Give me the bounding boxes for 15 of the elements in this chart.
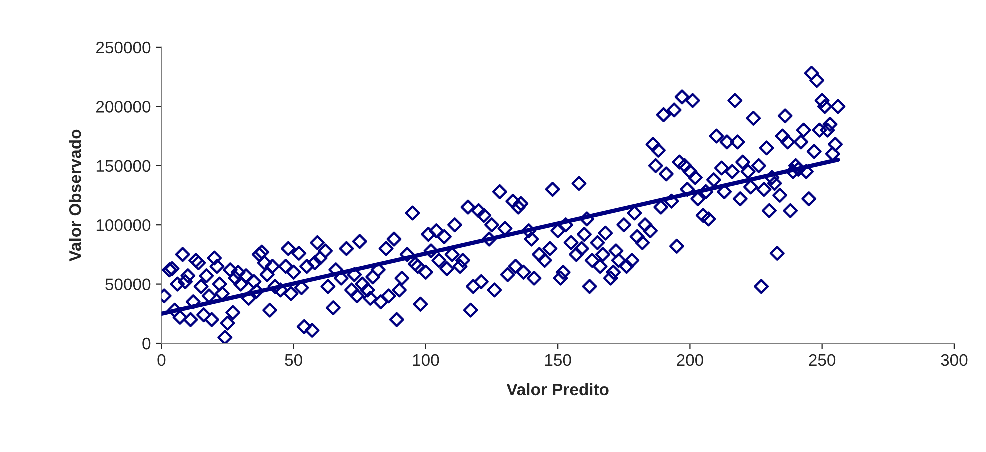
- y-tick-label: 250000: [96, 42, 151, 54]
- x-tick-label: 50: [285, 354, 302, 366]
- x-tick-label: 0: [158, 354, 166, 366]
- x-tick-label: 100: [413, 354, 440, 366]
- y-tick-label: 100000: [96, 219, 151, 232]
- x-tick-label: 150: [545, 354, 572, 366]
- y-tick-label: 0: [142, 338, 151, 350]
- x-axis-title: Valor Predito: [506, 383, 609, 396]
- y-tick-label: 200000: [96, 101, 151, 113]
- y-tick-label: 150000: [96, 160, 151, 172]
- x-tick-label: 200: [677, 354, 704, 366]
- y-tick-label: 50000: [106, 278, 151, 291]
- x-tick-label: 250: [809, 354, 836, 366]
- x-tick-label: 300: [941, 354, 968, 366]
- y-axis-title: Valor Observado: [69, 130, 82, 262]
